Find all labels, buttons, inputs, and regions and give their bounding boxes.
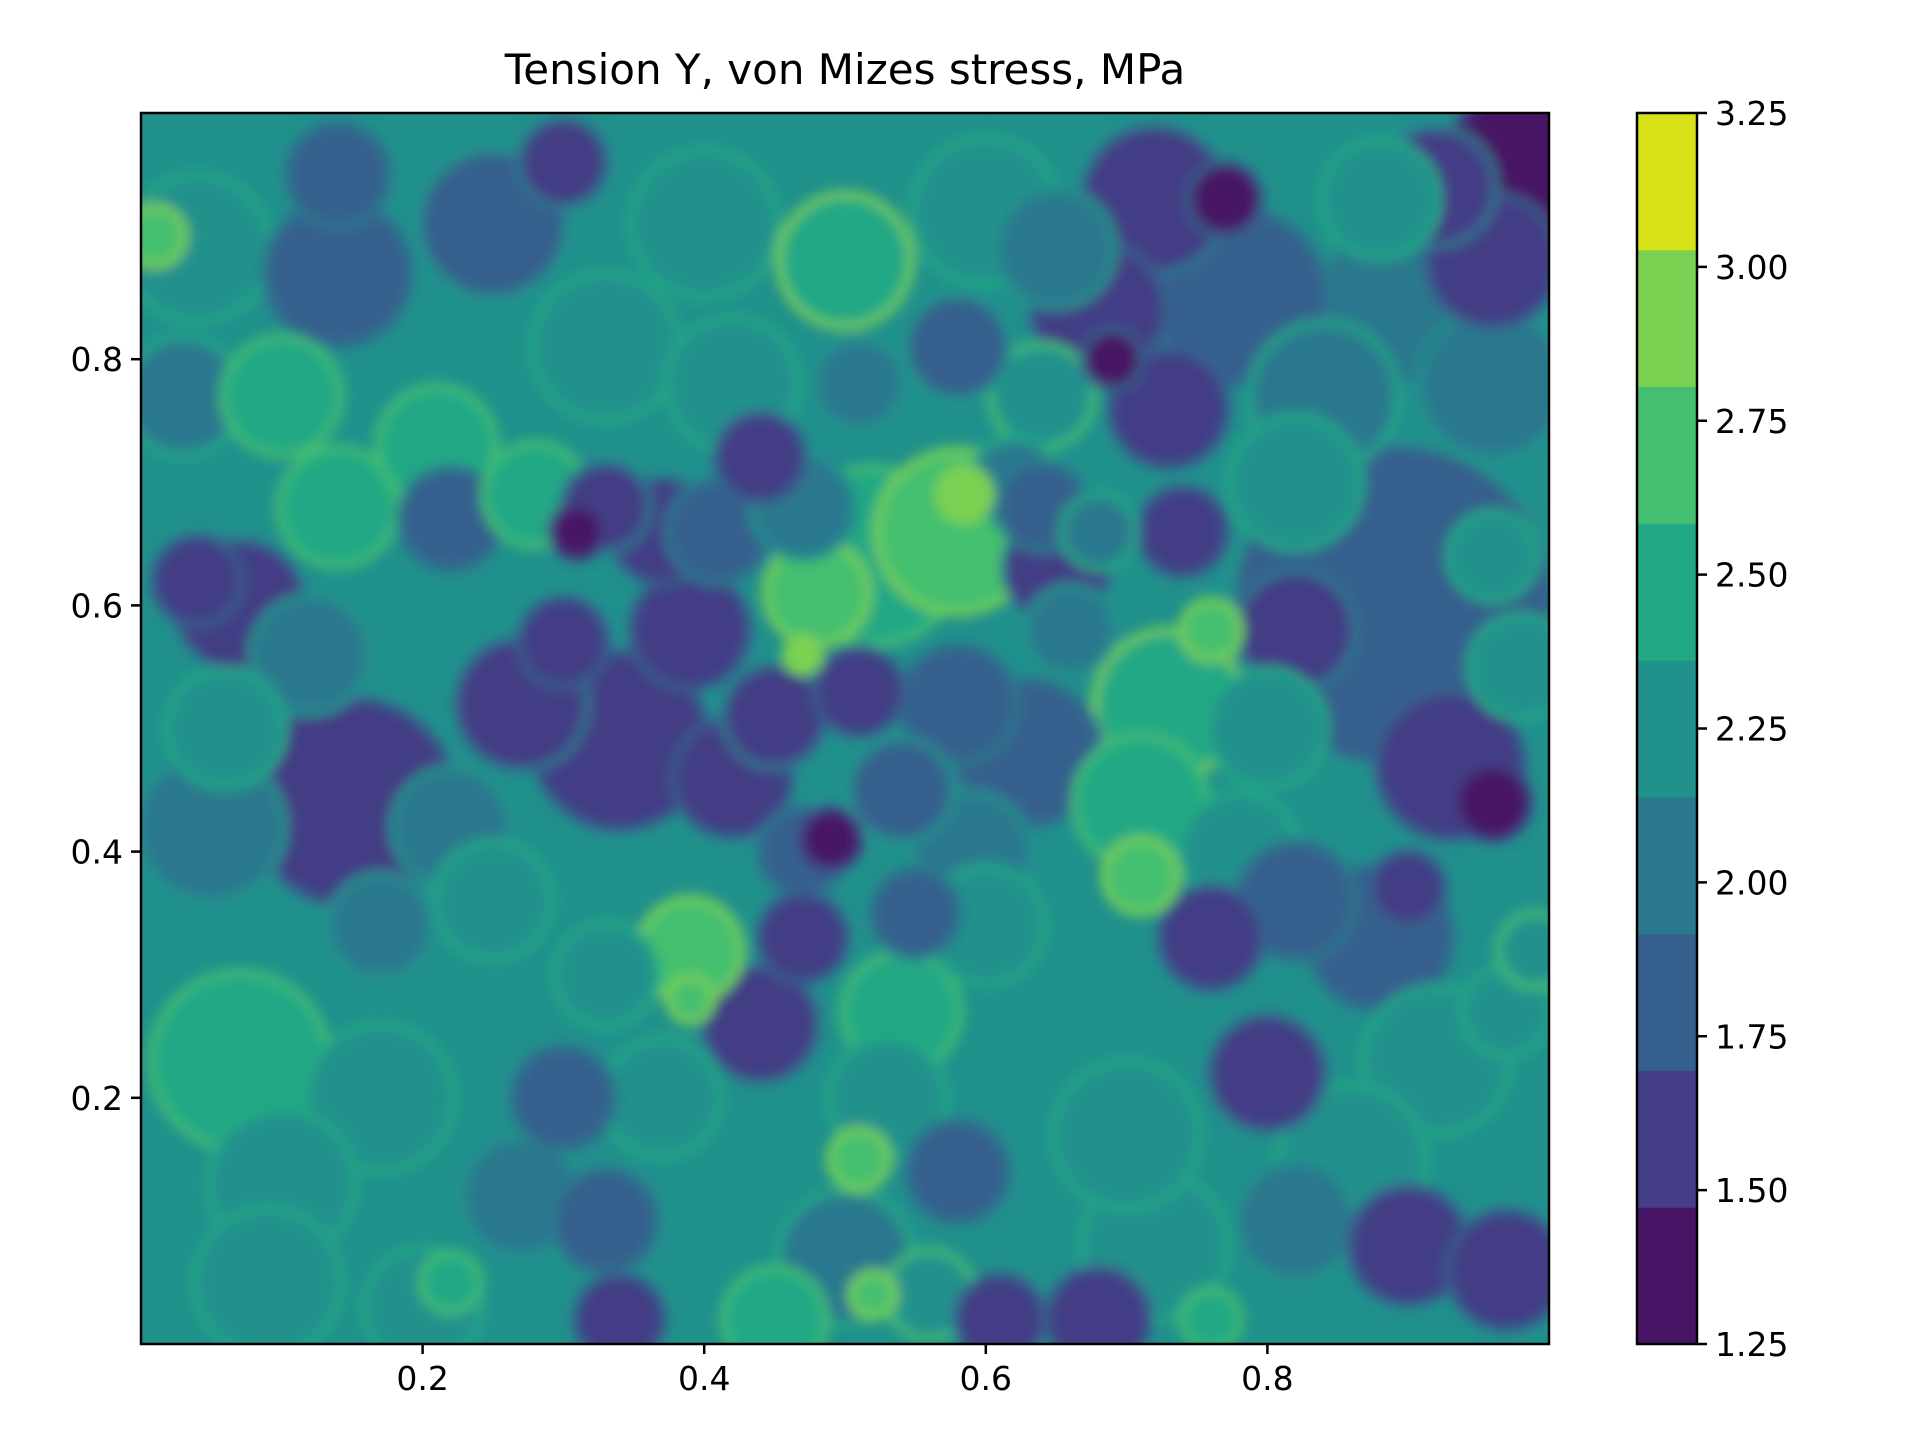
grain-region	[719, 1264, 830, 1344]
grain-region	[847, 1269, 899, 1321]
grain-region	[1058, 491, 1139, 572]
grain-region	[1178, 596, 1245, 664]
grain-region	[395, 463, 506, 575]
grain-region	[627, 567, 753, 693]
grain-region	[952, 1271, 1048, 1344]
x-tick-label: 0.8	[1241, 1359, 1293, 1398]
grain-region	[550, 919, 661, 1030]
colorbar-tick-label: 1.50	[1715, 1171, 1788, 1210]
grain-region	[1444, 1207, 1549, 1333]
grain-region	[149, 532, 246, 629]
grain-region	[1049, 1057, 1204, 1213]
colorbar-band	[1637, 1070, 1697, 1208]
grain-region	[547, 501, 608, 562]
grain-region	[1135, 483, 1231, 580]
grain-region	[1178, 1286, 1245, 1344]
y-tick-label: 0.4	[71, 833, 123, 872]
grain-region	[902, 1116, 1013, 1227]
colorbar: 1.25 1.50 1.75 2.00 2.25 2.50 2.75 3.00 3.25	[1635, 94, 1788, 1364]
grain-region	[1444, 508, 1541, 604]
colorbar-tick-label: 2.00	[1715, 863, 1788, 902]
contour-field	[141, 113, 1549, 1344]
grain-region	[811, 643, 907, 740]
grain-region	[141, 333, 246, 459]
grain-region	[902, 291, 1013, 403]
colorbar-tick-label: 1.75	[1715, 1017, 1788, 1056]
grain-region	[754, 889, 851, 986]
grain-region	[1465, 611, 1549, 723]
grain-region	[550, 1165, 661, 1277]
grain-region	[219, 333, 345, 459]
colorbar-tick-label: 2.25	[1715, 710, 1788, 749]
grain-region	[1367, 848, 1449, 929]
colorbar-band	[1637, 796, 1697, 935]
grain-region	[1079, 326, 1146, 393]
colorbar-tick-label: 3.00	[1715, 248, 1788, 287]
y-tick-label: 0.8	[71, 340, 123, 379]
colorbar-tick-label: 2.50	[1715, 556, 1788, 595]
grain-region	[1204, 665, 1331, 792]
chart-title: Tension Y, von Mizes stress, MPa	[504, 45, 1186, 94]
grain-region	[664, 973, 716, 1025]
colorbar-band	[1637, 1207, 1697, 1345]
grain-region	[1155, 882, 1267, 993]
grain-region	[826, 1126, 893, 1193]
grain-region	[190, 1205, 346, 1344]
grain-region	[1204, 1010, 1330, 1136]
colorbar-tick-label: 2.75	[1715, 402, 1788, 441]
grain-region	[571, 1271, 668, 1344]
y-axis: 0.2 0.4 0.6 0.8	[71, 340, 141, 1118]
grain-region	[781, 633, 824, 676]
grain-region	[1184, 158, 1266, 240]
x-axis: 0.2 0.4 0.6 0.8	[396, 1344, 1294, 1398]
colorbar-tick-label: 1.25	[1715, 1325, 1788, 1364]
x-tick-label: 0.6	[960, 1359, 1012, 1398]
grain-region	[508, 1042, 619, 1154]
grain-region	[282, 119, 394, 230]
grain-region	[162, 665, 289, 792]
grain-region	[325, 870, 436, 981]
x-tick-label: 0.2	[396, 1359, 448, 1398]
grain-region	[141, 203, 189, 270]
colorbar-tick-label: 3.25	[1715, 94, 1788, 133]
grain-region	[775, 190, 915, 331]
grain-region	[712, 409, 809, 506]
grain-region	[626, 146, 782, 302]
colorbar-band	[1637, 113, 1697, 251]
colorbar-band	[1637, 660, 1697, 798]
axes-frame	[139, 111, 1551, 1346]
grain-region	[302, 1020, 458, 1176]
grain-region	[1232, 1158, 1359, 1284]
colorbar-band	[1637, 523, 1697, 661]
grain-region	[719, 660, 830, 772]
grain-region	[417, 1249, 484, 1316]
grain-region	[515, 114, 612, 211]
grain-region	[1317, 136, 1443, 262]
y-tick-label: 0.6	[71, 586, 123, 625]
grain-region	[993, 185, 1119, 312]
colorbar-band	[1637, 249, 1697, 388]
grain-region	[1100, 835, 1182, 917]
grain-region	[1452, 761, 1534, 843]
colorbar-band	[1637, 933, 1697, 1071]
x-tick-label: 0.4	[678, 1359, 730, 1398]
y-tick-label: 0.2	[71, 1079, 123, 1118]
grain-region	[1043, 1264, 1154, 1344]
grain-region	[430, 838, 556, 964]
grain-region	[1022, 582, 1119, 678]
grain-region	[881, 1246, 978, 1343]
grain-region	[1225, 412, 1366, 553]
grain-region	[797, 806, 864, 873]
colorbar-band	[1637, 386, 1697, 524]
grain-region	[867, 865, 964, 961]
grain-region	[1494, 909, 1549, 991]
grain-region	[846, 734, 957, 846]
grain-region	[599, 1035, 725, 1161]
grain-region	[515, 594, 612, 691]
grain-region	[811, 336, 907, 432]
grain-region	[934, 464, 995, 525]
